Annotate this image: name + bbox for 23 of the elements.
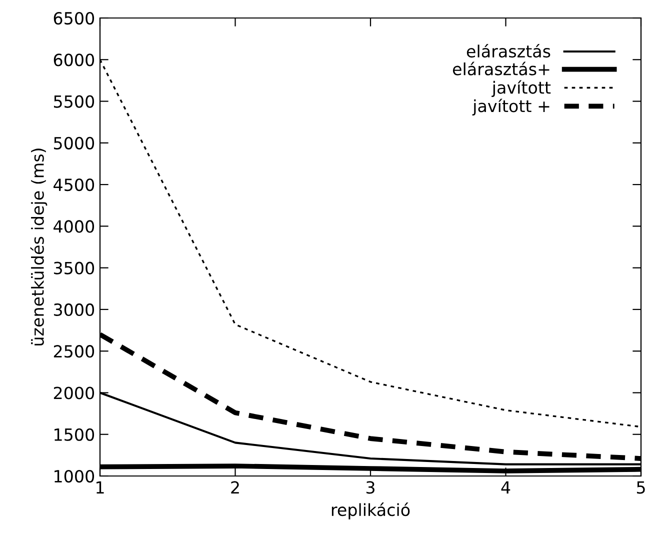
legend-label: javított [492, 80, 551, 98]
y-tick-label: 1500 [54, 428, 94, 441]
legend-label: javított + [472, 98, 550, 116]
legend-label: elárasztás+ [452, 62, 550, 76]
x-tick-label: 3 [366, 481, 374, 494]
y-tick-label: 5000 [54, 136, 94, 150]
y-tick-label: 4000 [54, 220, 94, 233]
x-tick-label: 4 [501, 481, 510, 494]
x-axis-title: replikáció [332, 502, 410, 520]
y-tick-label: 6000 [54, 54, 94, 66]
x-tick-label: 5 [636, 481, 645, 494]
y-axis-title: üzenetküldés ideje (ms) [30, 148, 48, 346]
y-tick-label: 2500 [54, 345, 94, 358]
y-tick-label: 2000 [54, 386, 94, 400]
y-tick-label: 4500 [54, 178, 94, 192]
y-tick-label: 3500 [54, 262, 94, 274]
y-tick-label: 6500 [54, 12, 94, 25]
x-tick-label: 2 [231, 481, 239, 494]
x-tick-label: 1 [96, 481, 104, 494]
y-tick-label: 1000 [54, 470, 94, 483]
y-tick-label: 3000 [54, 303, 94, 316]
y-tick-label: 5500 [54, 95, 94, 108]
legend-label: elárasztás [466, 44, 550, 58]
